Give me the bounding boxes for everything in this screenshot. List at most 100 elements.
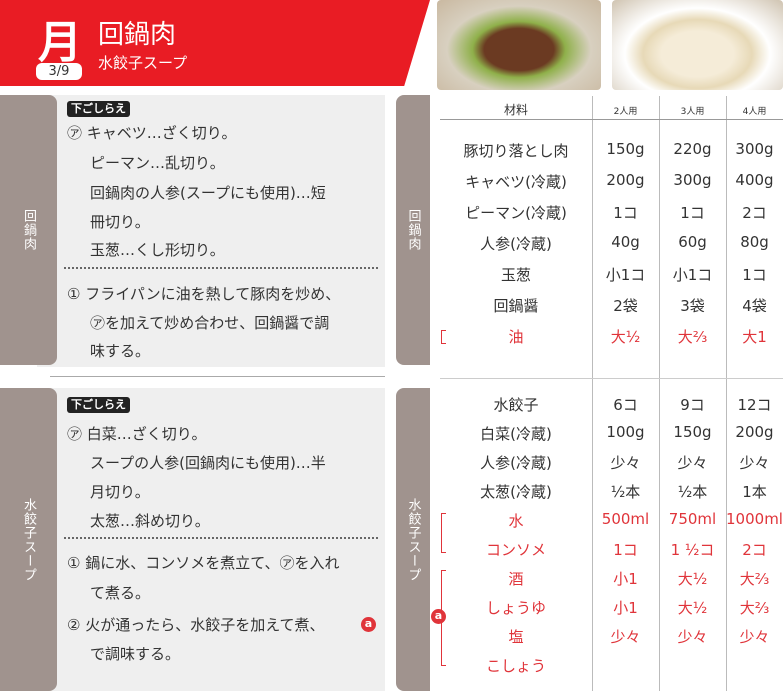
main-dish-title: 回鍋肉: [98, 20, 177, 50]
ingredient-name: 水餃子: [493, 396, 539, 414]
ingredient-amount: 少々: [610, 454, 641, 472]
ingredient-name: 白菜(冷蔵): [480, 425, 552, 443]
ingredient-amount: 1コ: [680, 204, 705, 222]
ingredient-amount: 2コ: [742, 541, 767, 559]
ingredient-amount: 400g: [735, 171, 774, 189]
ingredient-name: 豚切り落とし肉: [463, 142, 569, 160]
ingredient-amount: 大½: [677, 599, 708, 617]
ingredient-amount: 2袋: [613, 297, 638, 315]
ingredient-name: ピーマン(冷蔵): [465, 204, 567, 222]
ingredient-amount: 300g: [673, 171, 712, 189]
ingredient-amount: 1本: [742, 483, 767, 501]
ingredient-name: 油: [508, 328, 524, 346]
ingredient-amount: 小1: [613, 570, 638, 588]
step-line: ② 火が通ったら、水餃子を加えて煮、: [67, 616, 325, 634]
ingredient-name: 玉葱: [500, 266, 531, 284]
ingredient-amount: 500ml: [601, 510, 650, 528]
ingredient-amount: 80g: [740, 233, 769, 251]
header-3-servings: 3人用: [680, 107, 705, 117]
header-ingredient: 材料: [503, 103, 528, 117]
ingredient-amount: 4袋: [742, 297, 767, 315]
ingredient-name: 人参(冷蔵): [480, 235, 552, 253]
date-badge: 3/9: [36, 63, 82, 80]
bracket: [441, 513, 446, 553]
ingredient-amount: 大⅔: [739, 599, 770, 617]
ingredient-amount: 200g: [606, 171, 645, 189]
section-tab-right-2: 水餃子スープ: [396, 388, 430, 691]
prep-line: 玉葱…くし形切り。: [90, 241, 225, 259]
section-divider: [50, 376, 385, 377]
main-dish-photo: [437, 0, 601, 90]
header-rule: [440, 119, 783, 120]
ingredient-amount: 9コ: [680, 396, 705, 414]
ingredient-amount: 大⅔: [677, 328, 708, 346]
step-line: ㋐を加えて炒め合わせ、回鍋醤で調: [90, 314, 330, 332]
ingredient-amount: 少々: [677, 628, 708, 646]
ingredient-amount: 2コ: [742, 204, 767, 222]
ingredient-amount: 少々: [677, 454, 708, 472]
ingredient-amount: 1 ½コ: [670, 541, 715, 559]
ingredient-amount: 小1コ: [605, 266, 646, 284]
step-line: ① 鍋に水、コンソメを煮立て、㋐を入れ: [67, 554, 340, 572]
prep-label: 下ごしらえ: [67, 397, 130, 413]
ingredient-name: 太葱(冷蔵): [480, 483, 552, 501]
ingredient-name: 酒: [508, 570, 524, 588]
column-divider: [659, 96, 660, 691]
ingredient-amount: 300g: [735, 140, 774, 158]
soup-photo: [612, 0, 783, 90]
prep-line: 冊切り。: [90, 213, 150, 231]
ingredient-name: こしょう: [485, 657, 546, 675]
divider: [64, 267, 378, 269]
seasoning-badge: a: [361, 617, 376, 632]
ingredient-name: 人参(冷蔵): [480, 454, 552, 472]
ingredient-amount: 大1: [742, 328, 767, 346]
ingredient-amount: 1コ: [742, 266, 767, 284]
seasoning-group-badge: a: [431, 609, 446, 624]
divider: [64, 537, 378, 539]
ingredient-amount: 750ml: [668, 510, 717, 528]
ingredient-amount: 60g: [678, 233, 707, 251]
instructions-panel-2: [37, 388, 385, 691]
ingredient-amount: 大½: [610, 328, 641, 346]
prep-label: 下ごしらえ: [67, 101, 130, 117]
ingredient-amount: 6コ: [613, 396, 638, 414]
step-line: て煮る。: [90, 584, 151, 602]
ingredient-amount: 150g: [673, 423, 712, 441]
prep-line: ピーマン…乱切り。: [90, 154, 225, 172]
ingredient-amount: 少々: [610, 628, 641, 646]
bracket: [441, 330, 446, 344]
ingredient-amount: 大½: [677, 570, 708, 588]
column-divider: [726, 96, 727, 691]
instructions-panel-1: [37, 95, 385, 367]
ingredient-amount: 220g: [673, 140, 712, 158]
prep-line: ㋐ 白菜…ざく切り。: [67, 425, 207, 443]
ingredient-name: コンソメ: [485, 541, 546, 559]
ingredient-name: 水: [508, 512, 524, 530]
ingredient-amount: 1コ: [613, 541, 638, 559]
ingredient-name: キャベツ(冷蔵): [465, 173, 567, 191]
ingredient-amount: 小1: [613, 599, 638, 617]
ingredient-name: 回鍋醤: [493, 297, 539, 315]
side-dish-title: 水餃子スープ: [98, 54, 188, 72]
section-tab-left-2: 水餃子スープ: [0, 388, 57, 691]
prep-line: 月切り。: [90, 483, 150, 501]
column-divider: [592, 96, 593, 691]
ingredient-amount: 150g: [606, 140, 645, 158]
section-tab-left-1: 回鍋肉: [0, 95, 57, 365]
ingredient-name: しょうゆ: [485, 599, 546, 617]
prep-line: 太葱…斜め切り。: [90, 512, 210, 530]
ingredient-amount: 大⅔: [739, 570, 770, 588]
ingredient-amount: 1コ: [613, 204, 638, 222]
section-rule: [440, 378, 783, 379]
ingredient-amount: 小1コ: [672, 266, 713, 284]
header-2-servings: 2人用: [613, 107, 638, 117]
header-4-servings: 4人用: [742, 107, 767, 117]
ingredient-amount: 100g: [606, 423, 645, 441]
weekday: 月: [38, 17, 82, 68]
prep-line: ㋐ キャベツ…ざく切り。: [67, 124, 237, 142]
ingredient-amount: ½本: [610, 483, 641, 501]
prep-line: スープの人参(回鍋肉にも使用)…半: [90, 454, 326, 472]
ingredient-amount: 少々: [739, 628, 770, 646]
ingredient-amount: 40g: [611, 233, 640, 251]
ingredient-amount: 200g: [735, 423, 774, 441]
